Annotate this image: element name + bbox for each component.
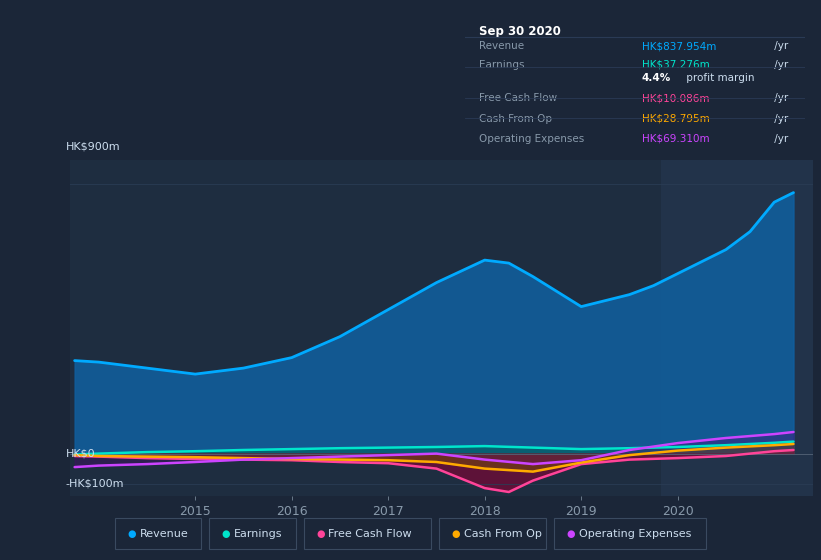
Text: Operating Expenses: Operating Expenses bbox=[479, 134, 584, 144]
Text: HK$0: HK$0 bbox=[66, 449, 95, 459]
Text: Cash From Op: Cash From Op bbox=[464, 529, 542, 539]
Text: ●: ● bbox=[127, 529, 135, 539]
Text: 4.4%: 4.4% bbox=[642, 73, 671, 83]
Text: /yr: /yr bbox=[771, 94, 788, 103]
Text: Operating Expenses: Operating Expenses bbox=[579, 529, 691, 539]
Text: /yr: /yr bbox=[771, 60, 788, 70]
Text: -HK$100m: -HK$100m bbox=[66, 479, 124, 488]
Text: Earnings: Earnings bbox=[479, 60, 524, 70]
Text: /yr: /yr bbox=[771, 41, 788, 51]
Text: Revenue: Revenue bbox=[140, 529, 188, 539]
Text: HK$37.276m: HK$37.276m bbox=[642, 60, 709, 70]
Text: Sep 30 2020: Sep 30 2020 bbox=[479, 25, 561, 38]
Text: Free Cash Flow: Free Cash Flow bbox=[479, 94, 557, 103]
Text: HK$900m: HK$900m bbox=[66, 141, 121, 151]
Text: profit margin: profit margin bbox=[682, 73, 754, 83]
Text: HK$69.310m: HK$69.310m bbox=[642, 134, 709, 144]
Text: HK$28.795m: HK$28.795m bbox=[642, 114, 709, 124]
Text: ●: ● bbox=[316, 529, 324, 539]
Text: Free Cash Flow: Free Cash Flow bbox=[328, 529, 412, 539]
Text: HK$10.086m: HK$10.086m bbox=[642, 94, 709, 103]
Text: ●: ● bbox=[566, 529, 575, 539]
Text: ●: ● bbox=[452, 529, 460, 539]
Text: Cash From Op: Cash From Op bbox=[479, 114, 552, 124]
Text: /yr: /yr bbox=[771, 114, 788, 124]
Text: Earnings: Earnings bbox=[234, 529, 282, 539]
Bar bbox=[661, 160, 821, 496]
Text: HK$837.954m: HK$837.954m bbox=[642, 41, 716, 51]
Text: /yr: /yr bbox=[771, 134, 788, 144]
Text: Revenue: Revenue bbox=[479, 41, 524, 51]
Text: ●: ● bbox=[222, 529, 230, 539]
